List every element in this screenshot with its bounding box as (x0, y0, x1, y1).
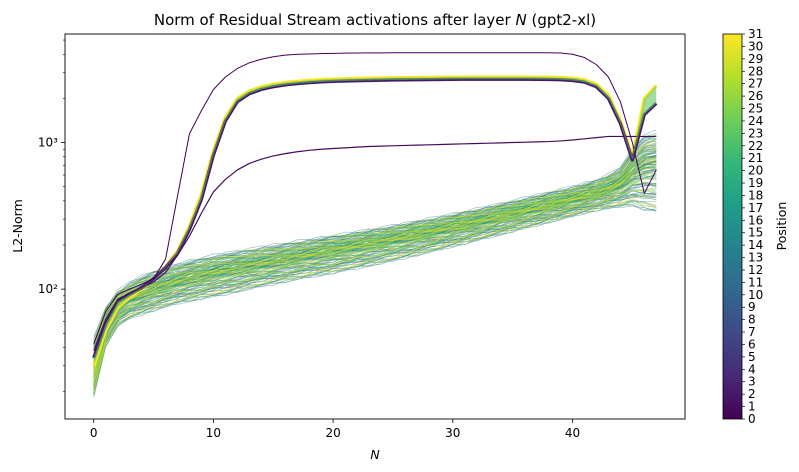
colorbar-tick-label: 11 (748, 275, 763, 289)
colorbar-tick-label: 31 (748, 27, 763, 41)
colorbar-tick-label: 18 (748, 188, 763, 202)
band-line (93, 190, 657, 389)
y-tick-label: 10² (38, 282, 58, 296)
band-line (93, 200, 657, 394)
chart-title: Norm of Residual Stream activations afte… (154, 11, 596, 29)
band-line (93, 139, 657, 347)
series-line-position-2 (92, 77, 658, 359)
plot-area (92, 52, 658, 399)
colorbar (722, 33, 743, 420)
series-line-position-31 (92, 75, 658, 367)
colorbar-tick-label: 5 (748, 350, 756, 364)
band-line (93, 204, 657, 396)
band-line (93, 156, 657, 367)
series-line-position-0 (93, 52, 657, 345)
series-layer (92, 52, 658, 367)
colorbar-tick-label: 12 (748, 263, 763, 277)
colorbar-tick-label: 26 (748, 89, 763, 103)
band-line (93, 178, 657, 380)
colorbar-label: Position (774, 202, 789, 251)
colorbar-tick-label: 27 (748, 77, 763, 91)
band-line (93, 165, 657, 375)
colorbar-tick-label: 3 (748, 375, 756, 389)
band-line (93, 146, 657, 357)
series-band-fill (93, 76, 657, 366)
colorbar-tick-label: 29 (748, 52, 763, 66)
series-line-position-1 (93, 135, 657, 351)
colorbar-tick-label: 19 (748, 176, 763, 190)
colorbar-tick-label: 14 (748, 238, 763, 252)
band-line (93, 156, 657, 366)
colorbar-tick-label: 1 (748, 400, 756, 414)
colorbar-tick-label: 30 (748, 39, 763, 53)
band-line (93, 199, 657, 393)
y-tick-label: 10³ (38, 136, 58, 150)
colorbar-tick-label: 23 (748, 126, 763, 140)
band-line (93, 187, 657, 386)
colorbar-tick-label: 7 (748, 325, 756, 339)
colorbar-tick-label: 4 (748, 362, 756, 376)
colorbar-tick-label: 0 (748, 412, 756, 426)
x-tick-label: 20 (325, 426, 340, 440)
band-line (93, 145, 657, 351)
y-axis-ticks: 10² 10³ (38, 39, 65, 392)
plot-frame (64, 33, 686, 420)
colorbar-ticks: 0123456789101112131415161718192021222324… (742, 27, 763, 426)
band-line (93, 188, 657, 385)
band-line (93, 196, 657, 393)
colorbar-tick-label: 22 (748, 139, 763, 153)
x-tick-label: 0 (90, 426, 98, 440)
x-tick-label: 30 (445, 426, 460, 440)
colorbar-tick-label: 13 (748, 251, 763, 265)
band-line (93, 162, 657, 375)
colorbar-tick-label: 24 (748, 114, 763, 128)
band-line (93, 159, 657, 372)
position-band-layer (93, 129, 657, 399)
band-line (93, 135, 657, 342)
colorbar-tick-label: 8 (748, 313, 756, 327)
band-line (93, 138, 657, 349)
band-line (93, 182, 657, 383)
colorbar-tick-label: 20 (748, 164, 763, 178)
colorbar-tick-label: 28 (748, 64, 763, 78)
colorbar-tick-label: 2 (748, 387, 756, 401)
colorbar-tick-label: 6 (748, 337, 756, 351)
colorbar-tick-label: 16 (748, 213, 763, 227)
colorbar-tick-label: 15 (748, 226, 763, 240)
x-tick-label: 10 (206, 426, 221, 440)
y-axis-label: L2-Norm (10, 199, 25, 253)
colorbar-tick-label: 10 (748, 288, 763, 302)
band-line (93, 138, 657, 346)
x-tick-label: 40 (565, 426, 580, 440)
colorbar-tick-label: 21 (748, 151, 763, 165)
band-line (93, 201, 657, 396)
band-line (93, 135, 657, 342)
band-line (93, 182, 657, 382)
x-axis-ticks: 0 10 20 30 40 (90, 419, 580, 440)
band-line (93, 181, 657, 384)
band-line (93, 157, 657, 365)
band-line (93, 164, 657, 372)
colorbar-tick-label: 9 (748, 300, 756, 314)
band-line (93, 139, 657, 349)
band-line (93, 161, 657, 372)
band-line (93, 148, 657, 359)
colorbar-tick-label: 25 (748, 102, 763, 116)
colorbar-tick-label: 17 (748, 201, 763, 215)
band-line (93, 189, 657, 388)
x-axis-label: N (370, 447, 380, 462)
